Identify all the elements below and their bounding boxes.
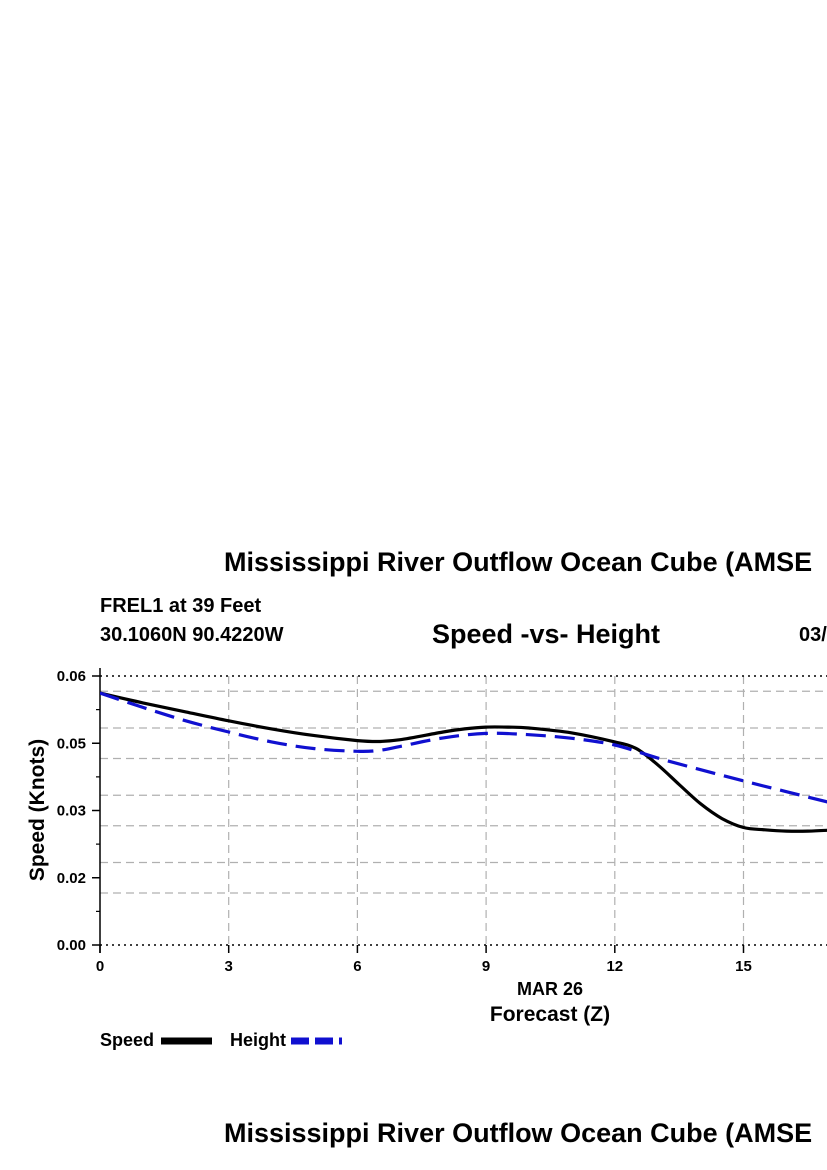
legend-label-speed: Speed <box>100 1030 154 1050</box>
chart-title: Speed -vs- Height <box>432 619 661 649</box>
series-line-speed <box>100 691 827 833</box>
y-tick-label: 0.05 <box>57 735 86 752</box>
axes-layer: 0.00 0.02 0.03 0.05 0.06 0 3 6 9 12 15 <box>57 668 827 975</box>
date-label: 03/ <box>799 624 827 646</box>
y-tick-label: 0.06 <box>57 668 86 685</box>
x-tick-label: 9 <box>482 958 490 975</box>
station-name: FREL1 at 39 Feet <box>100 595 262 617</box>
series-line-height <box>100 691 827 804</box>
legend-label-height: Height <box>230 1030 286 1050</box>
legend: Speed Height <box>100 1030 342 1050</box>
bottom-title: Mississippi River Outflow Ocean Cube (AM… <box>224 1118 813 1148</box>
y-axis-title: Speed (Knots) <box>26 739 49 881</box>
main-title: Mississippi River Outflow Ocean Cube (AM… <box>224 547 813 577</box>
y-tick-label: 0.03 <box>57 803 86 820</box>
x-date-label: MAR 26 <box>517 979 583 999</box>
x-tick-label: 0 <box>96 958 104 975</box>
series-layer <box>100 691 827 833</box>
y-tick-label: 0.00 <box>57 937 86 954</box>
x-tick-label: 6 <box>353 958 361 975</box>
x-tick-label: 3 <box>225 958 233 975</box>
station-coordinates: 30.1060N 90.4220W <box>100 624 284 646</box>
x-tick-label: 12 <box>606 958 623 975</box>
y-tick-label: 0.02 <box>57 870 86 887</box>
x-axis-title: Forecast (Z) <box>490 1003 610 1026</box>
x-tick-label: 15 <box>735 958 752 975</box>
